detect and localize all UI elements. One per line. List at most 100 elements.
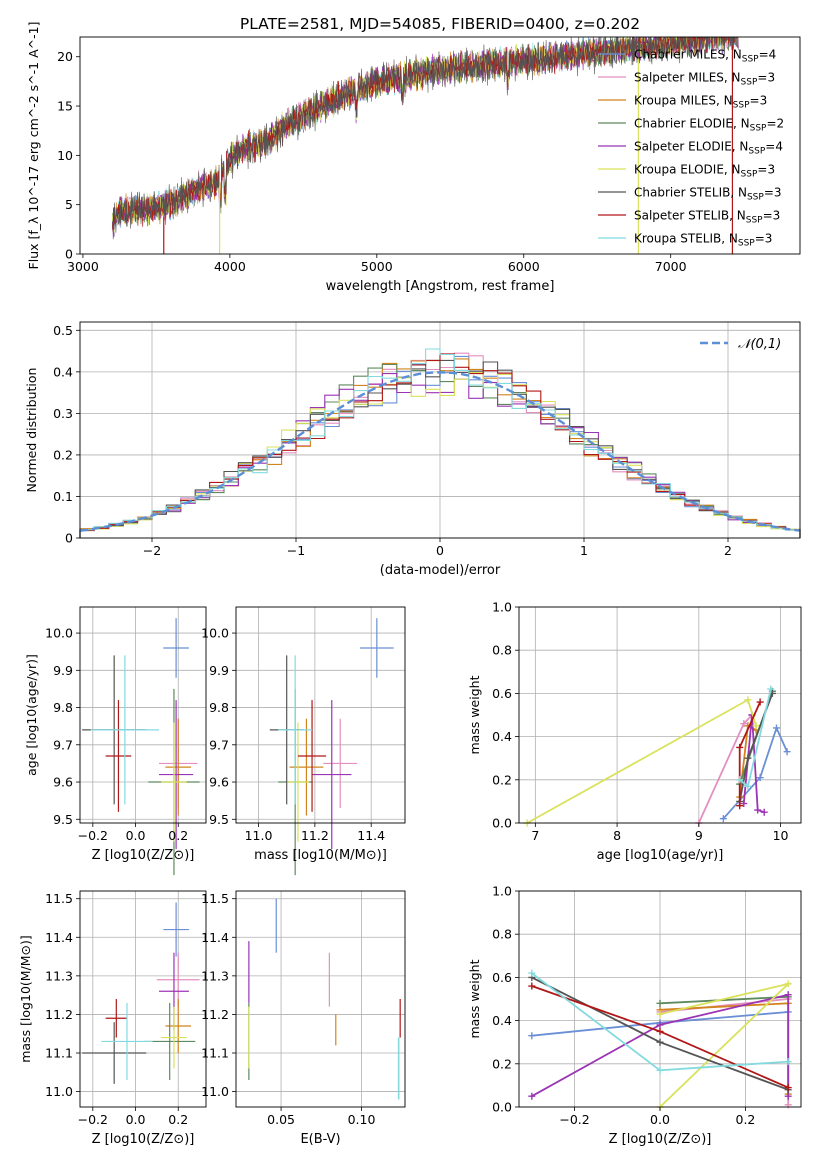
x-tick-label: 1 [580, 543, 588, 558]
legend-label: Chabrier MILES, NSSP=4 [634, 48, 776, 65]
weight-point [736, 802, 744, 810]
y-tick-label: 0.8 [492, 643, 512, 658]
weight-point [656, 999, 664, 1007]
y-tick-label: 9.5 [53, 812, 73, 827]
axes: 11.0 11.2 11.4 9.5 9.6 9.7 9.8 9.9 10.0 mass [log… [201, 606, 406, 863]
weight-point [784, 1092, 792, 1100]
plot-area [82, 902, 200, 1084]
legend-label: Kroupa STELIB, NSSP=3 [634, 232, 772, 249]
legend-label-suffix: =3 [757, 163, 775, 177]
legend-label-prefix: Chabrier MILES, N [634, 48, 742, 62]
axes-frame [235, 606, 406, 824]
x-tick-label: −0.2 [78, 828, 108, 843]
legend-label-subscript: SSP [741, 170, 758, 180]
spectrum-panel: 3000 4000 5000 6000 7000 0 5 10 15 20 wavelength [… [26, 22, 801, 294]
legend-label-subscript: SSP [748, 147, 765, 157]
y-axis-label: Normed distribution [24, 368, 39, 493]
weight-point [784, 1084, 792, 1092]
y-tick-label: 11.2 [45, 1007, 73, 1022]
x-tick-label: 4000 [214, 259, 246, 274]
x-tick-label: 0.2 [736, 1112, 756, 1127]
age-vs-mass-panel: 11.0 11.2 11.4 9.5 9.6 9.7 9.8 9.9 10.0 mass [log… [201, 606, 406, 876]
plot-area [248, 898, 401, 1100]
legend-label: Salpeter STELIB, NSSP=3 [634, 209, 780, 226]
legend-label-suffix: =3 [763, 209, 781, 223]
weight-point [772, 724, 780, 732]
mass-vs-metallicity-panel: −0.2 0.0 0.2 11.0 11.1 11.2 11.3 11.4 11.5 Z [log… [18, 890, 207, 1147]
y-axis-label: mass weight [467, 959, 482, 1038]
x-tick-label: 0.05 [267, 1112, 295, 1127]
axes: −0.2 0.0 0.2 0.0 0.2 0.4 0.6 0.8 1.0 Z [log10(Z/Z… [467, 884, 802, 1147]
axes-frame [79, 36, 801, 255]
y-tick-label: 9.9 [53, 663, 73, 678]
axes: −0.2 0.0 0.2 11.0 11.1 11.2 11.3 11.4 11.5 Z [log… [18, 890, 207, 1147]
x-tick-label: 0.0 [126, 828, 146, 843]
weight-vs-age-panel: 7 8 9 10 0.0 0.2 0.4 0.6 0.8 1.0 age [log10(age/yr… [467, 600, 802, 863]
y-tick-label: 11.1 [45, 1046, 73, 1061]
legend-label-suffix: =3 [757, 71, 775, 85]
y-tick-label: 10 [57, 148, 73, 163]
y-tick-label: 9.7 [209, 737, 229, 752]
x-tick-label: 10 [773, 828, 789, 843]
y-tick-label: 0.1 [53, 489, 73, 504]
legend-label-suffix: =2 [766, 117, 784, 131]
weight-point [736, 776, 744, 784]
plot-area [528, 969, 792, 1111]
error-bars [248, 898, 401, 1100]
y-axis-label: Flux [f_λ 10^-17 erg cm^-2 s^-1 A^-1] [26, 22, 41, 270]
y-tick-label: 0 [65, 531, 73, 546]
y-tick-label: 0.0 [492, 1100, 512, 1115]
weight-point [719, 815, 727, 823]
weight-point [784, 980, 792, 988]
x-tick-label: 0.0 [126, 1112, 146, 1127]
y-tick-label: 1.0 [492, 600, 512, 615]
legend-label-prefix: Kroupa ELODIE, N [634, 163, 741, 177]
legend-label-suffix: =3 [750, 94, 768, 108]
x-tick-label: 0 [436, 543, 444, 558]
y-tick-label: 0.6 [492, 970, 512, 985]
weight-point [760, 808, 768, 816]
weight-point [656, 1027, 664, 1035]
y-tick-label: 9.6 [53, 775, 73, 790]
weight-point [528, 1032, 536, 1040]
y-tick-label: 15 [57, 99, 73, 114]
legend-label-suffix: =3 [764, 186, 782, 200]
plot-area [523, 685, 791, 827]
weight-series [722, 725, 788, 820]
legend-label-subscript: SSP [746, 216, 763, 226]
x-tick-label: 3000 [67, 259, 99, 274]
y-tick-label: 11.5 [201, 891, 229, 906]
weight-point [656, 1066, 664, 1074]
x-tick-label: 9 [695, 828, 703, 843]
age-vs-metallicity-panel: −0.2 0.0 0.2 9.5 9.6 9.7 9.8 9.9 10.0 Z [log10(Z/… [24, 606, 207, 876]
weight-point [656, 1021, 664, 1029]
weight-lines [528, 969, 792, 1111]
legend-label-prefix: Kroupa MILES, N [634, 94, 733, 108]
error-bars [269, 618, 394, 876]
y-tick-label: 0.8 [492, 927, 512, 942]
y-tick-label: 10.0 [45, 626, 73, 641]
weight-point [767, 685, 775, 693]
weight-series [659, 995, 789, 1005]
plot-area [82, 618, 200, 876]
x-tick-label: 11.4 [357, 828, 385, 843]
y-tick-label: 11.2 [201, 1007, 229, 1022]
residuals-panel: −2 −1 0 1 2 0 0.1 0.2 0.3 0.4 0.5 (data-model)/erro… [24, 321, 801, 578]
y-tick-label: 11.5 [45, 891, 73, 906]
legend-label-subscript: SSP [742, 55, 759, 65]
plot-area [79, 348, 801, 538]
weight-vs-metallicity-panel: −0.2 0.0 0.2 0.0 0.2 0.4 0.6 0.8 1.0 Z [log10(Z/Z… [467, 884, 802, 1147]
weight-point [744, 782, 752, 790]
legend-label: Kroupa ELODIE, NSSP=3 [634, 163, 775, 180]
weight-point [744, 696, 752, 704]
legend-label-prefix: Salpeter STELIB, N [634, 209, 746, 223]
y-tick-label: 5 [65, 197, 73, 212]
y-tick-label: 0.4 [53, 364, 73, 379]
y-tick-label: 0 [65, 247, 73, 262]
x-tick-label: 7000 [655, 259, 687, 274]
y-tick-label: 11.0 [45, 1084, 73, 1099]
weight-point [754, 806, 762, 814]
legend-label: Chabrier ELODIE, NSSP=2 [634, 117, 784, 134]
x-axis-label: wavelength [Angstrom, rest frame] [326, 279, 555, 294]
y-tick-label: 20 [57, 49, 73, 64]
